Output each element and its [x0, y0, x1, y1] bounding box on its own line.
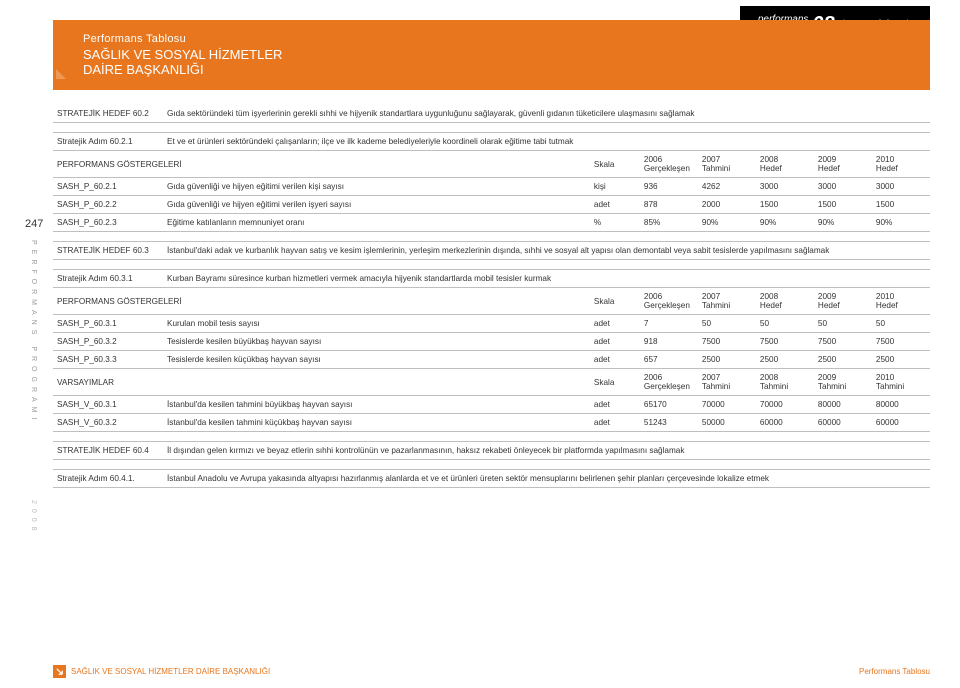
page-footer: SAĞLIK VE SOSYAL HİZMETLER DAİRE BAŞKANL…: [53, 662, 930, 680]
strategic-step-row: Stratejik Adım 60.3.1 Kurban Bayramı sür…: [53, 270, 930, 288]
page-title: Performans Tablosu SAĞLIK VE SOSYAL HİZM…: [83, 33, 282, 77]
header-band: Performans Tablosu SAĞLIK VE SOSYAL HİZM…: [53, 20, 930, 90]
table-row: SASH_P_60.2.3Eğitime katılanların memnun…: [53, 214, 930, 232]
strategic-step-row: Stratejik Adım 60.2.1 Et ve et ürünleri …: [53, 133, 930, 151]
table-header-row: VARSAYIMLAR Skala 2006Gerçekleşen 2007Ta…: [53, 369, 930, 396]
table-row: SASH_P_60.2.2Gıda güvenliği ve hijyen eğ…: [53, 196, 930, 214]
table-row: SASH_V_60.3.1İstanbul'da kesilen tahmini…: [53, 396, 930, 414]
footer-left: SAĞLIK VE SOSYAL HİZMETLER DAİRE BAŞKANL…: [53, 665, 270, 678]
side-year: 2008: [30, 500, 37, 536]
table-row: SASH_P_60.3.1Kurulan mobil tesis sayısıa…: [53, 315, 930, 333]
table-row: SASH_V_60.3.2İstanbul'da kesilen tahmini…: [53, 414, 930, 432]
table-header-row: PERFORMANS GÖSTERGELERİ Skala 2006Gerçek…: [53, 151, 930, 178]
strategic-target-row: STRATEJİK HEDEF 60.2 Gıda sektöründeki t…: [53, 105, 930, 123]
strategic-target-row: STRATEJİK HEDEF 60.3 İstanbul'daki adak …: [53, 242, 930, 260]
performance-table: STRATEJİK HEDEF 60.2 Gıda sektöründeki t…: [53, 105, 930, 488]
content-area: STRATEJİK HEDEF 60.2 Gıda sektöründeki t…: [53, 105, 930, 488]
table-row: SASH_P_60.3.2Tesislerde kesilen büyükbaş…: [53, 333, 930, 351]
corner-icon: [56, 69, 66, 79]
page-number: 247: [25, 218, 43, 230]
table-row: SASH_P_60.3.3Tesislerde kesilen küçükbaş…: [53, 351, 930, 369]
table-row: SASH_P_60.2.1Gıda güvenliği ve hijyen eğ…: [53, 178, 930, 196]
arrow-icon: [53, 665, 66, 678]
table-header-row: PERFORMANS GÖSTERGELERİ Skala 2006Gerçek…: [53, 288, 930, 315]
strategic-target-row: STRATEJİK HEDEF 60.4 İl dışından gelen k…: [53, 442, 930, 460]
side-label: PERFORMANS PROGRAMI: [30, 240, 37, 424]
footer-right: Performans Tablosu: [859, 667, 930, 676]
strategic-step-row: Stratejik Adım 60.4.1. İstanbul Anadolu …: [53, 470, 930, 488]
